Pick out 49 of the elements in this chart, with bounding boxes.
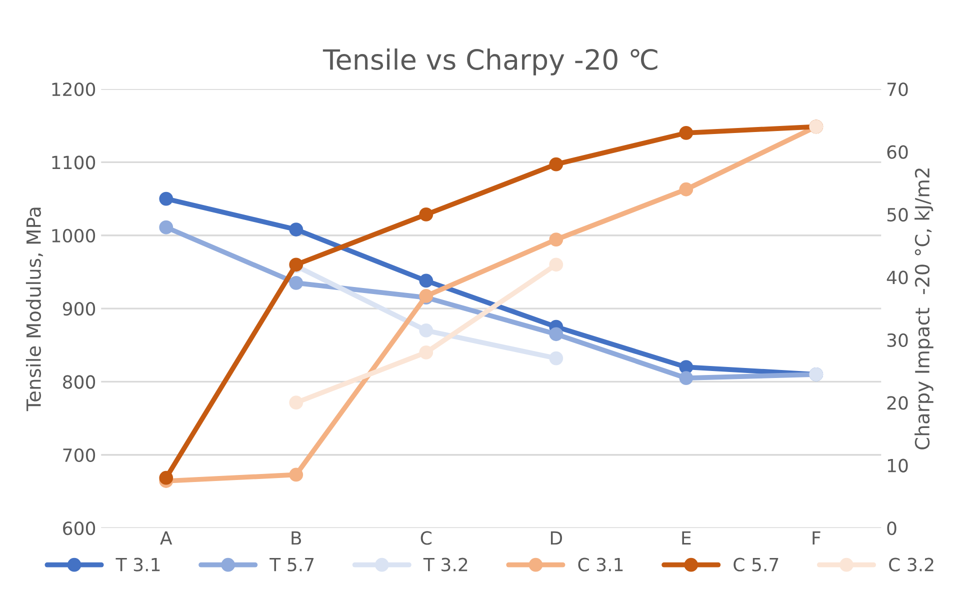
y-tick-label: 1100 bbox=[52, 156, 96, 170]
legend-label: T 3.1 bbox=[116, 558, 160, 572]
y2-tick-label: 30 bbox=[887, 333, 908, 348]
point bbox=[159, 220, 174, 234]
y2-tick-label: 20 bbox=[887, 396, 908, 410]
point bbox=[549, 232, 564, 246]
point bbox=[289, 222, 304, 236]
y-tick-label: 600 bbox=[63, 522, 96, 536]
point bbox=[679, 126, 694, 140]
point bbox=[679, 371, 694, 385]
point bbox=[549, 327, 564, 342]
y-tick-label: 800 bbox=[63, 375, 96, 389]
y2-tick-label: 60 bbox=[887, 145, 908, 159]
y-tick-label: 700 bbox=[63, 448, 96, 462]
x-tick-label: A bbox=[160, 531, 172, 545]
point bbox=[419, 324, 434, 338]
point bbox=[289, 276, 304, 290]
y-tick-label: 900 bbox=[62, 302, 96, 316]
point bbox=[419, 274, 434, 288]
x-tick-label: F bbox=[812, 531, 820, 545]
x-tick-label: C bbox=[420, 531, 432, 545]
point bbox=[419, 345, 434, 360]
legend-label: T 3.2 bbox=[423, 558, 468, 572]
point bbox=[159, 470, 174, 485]
point bbox=[159, 192, 174, 206]
y2-tick-label: 70 bbox=[887, 82, 908, 96]
point bbox=[419, 208, 434, 222]
point bbox=[289, 468, 304, 482]
legend-label: T 5.7 bbox=[270, 558, 314, 572]
point bbox=[549, 258, 564, 272]
y2-tick-label: 10 bbox=[888, 458, 908, 472]
y-tick-label: 1200 bbox=[52, 82, 96, 96]
x-tick-label: D bbox=[550, 531, 562, 545]
x-tick-label: E bbox=[682, 531, 691, 545]
point bbox=[549, 157, 564, 172]
y2-tick-label: 40 bbox=[886, 270, 908, 284]
y-tick-label: 1000 bbox=[52, 228, 96, 242]
x-tick-label: B bbox=[292, 531, 302, 545]
chart-title: Tensile vs Charpy -20 ℃ bbox=[322, 48, 658, 76]
y2-tick-label: 0 bbox=[887, 522, 896, 536]
point bbox=[549, 351, 564, 366]
legend-label: C 3.2 bbox=[889, 558, 934, 572]
legend-label: C 5.7 bbox=[734, 558, 778, 572]
legend-label: C 3.1 bbox=[578, 558, 623, 572]
point bbox=[679, 182, 694, 196]
point bbox=[289, 396, 304, 410]
y2-tick-label: 50 bbox=[887, 208, 908, 222]
y-axis-title: Tensile Modulus, MPa bbox=[26, 208, 43, 412]
y2-axis-title: Charpy Impact -20 °C, kJ/m2 bbox=[914, 168, 934, 450]
